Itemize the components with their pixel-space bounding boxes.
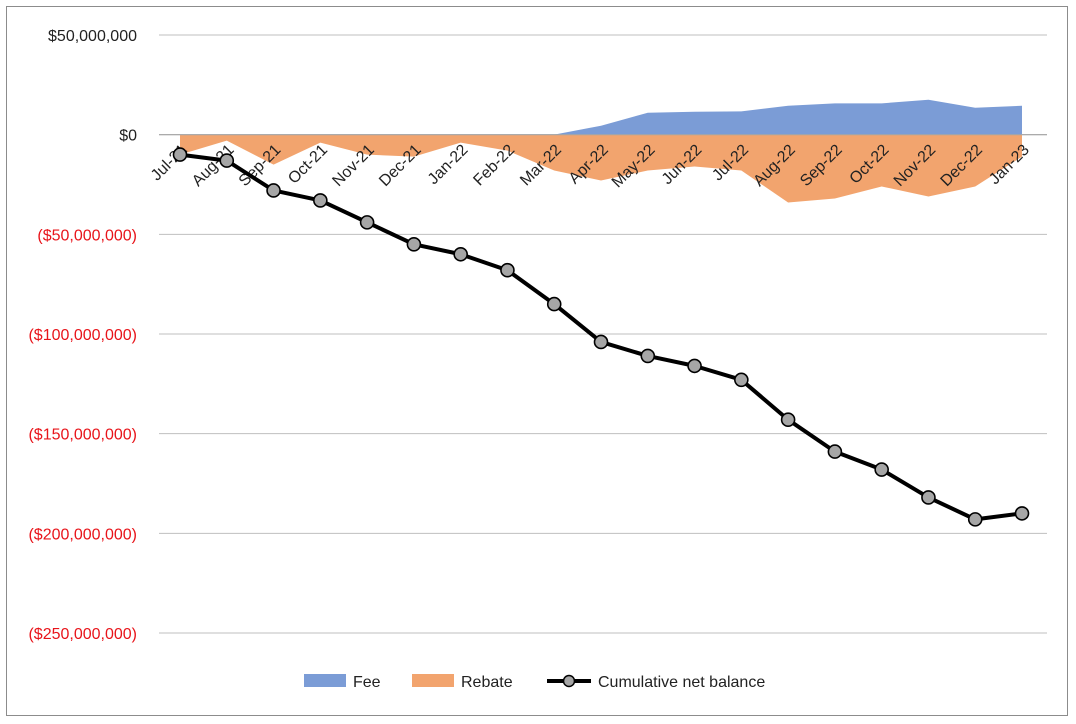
y-tick-label: ($150,000,000) [28,427,137,444]
y-tick-label: $50,000,000 [48,28,137,45]
line-point [266,183,281,198]
legend-label: Fee [353,674,381,691]
line-point [359,215,375,230]
x-tick-label: Jul-21 [148,141,191,184]
line-point [827,444,843,459]
line-point [640,348,656,364]
y-tick-label: ($50,000,000) [37,227,137,244]
y-axis-ticks: $50,000,000 $0 ($50,000,000) ($100,000,000)… [28,28,137,643]
line-point [172,147,188,162]
line-point [593,334,609,350]
area-rebate [180,134,1022,203]
line-point [687,358,702,374]
chart-frame: $50,000,000 $0 ($50,000,000) ($100,000,000)… [6,6,1068,716]
line-point [780,412,796,428]
area-series [159,99,1047,203]
line-point [313,193,328,208]
line-point [921,490,936,505]
line-point [1014,506,1030,521]
y-tick-label: ($250,000,000) [28,626,137,643]
line-point [546,296,562,312]
line-point [219,153,235,168]
area-line-chart: $50,000,000 $0 ($50,000,000) ($100,000,000)… [28,28,1047,691]
line-point [734,372,749,388]
y-tick-label: ($100,000,000) [28,327,137,344]
legend-label: Rebate [461,674,513,691]
line-point [453,246,468,262]
legend: Fee Rebate Cumulative net balance [304,674,765,691]
area-fee [180,99,1022,135]
legend-marker [562,674,576,688]
line-point [967,512,983,527]
line-point [500,262,515,278]
legend-label: Cumulative net balance [598,674,765,691]
legend-swatch [412,674,454,687]
y-tick-label: ($200,000,000) [28,526,137,543]
y-tick-label: $0 [119,128,137,145]
x-tick-label: Feb-22 [470,141,518,189]
legend-swatch [304,674,346,687]
line-point [406,237,422,252]
line-point [874,462,889,477]
line-series [172,147,1030,527]
